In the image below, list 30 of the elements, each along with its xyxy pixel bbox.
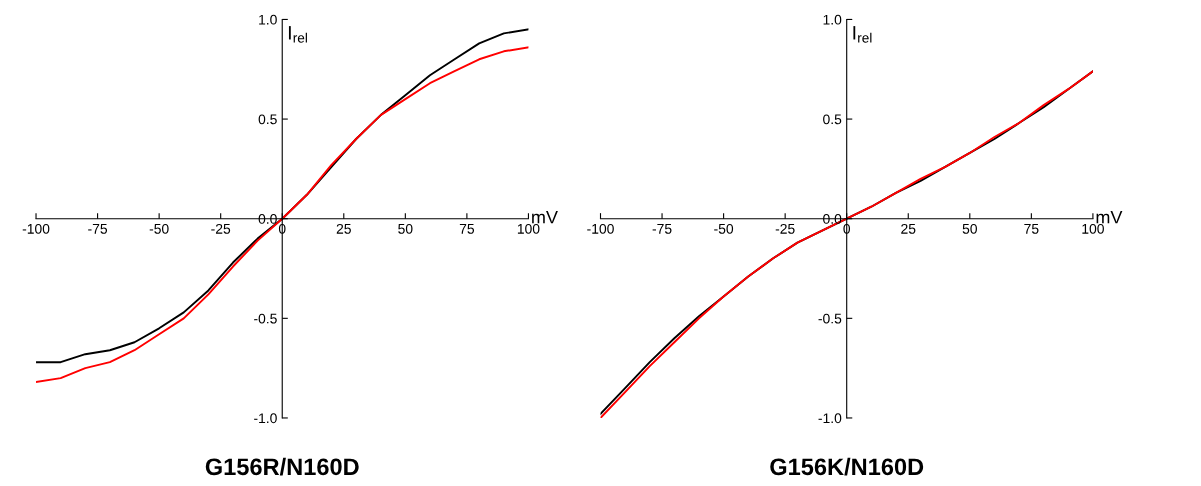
x-tick-label: -100 (587, 223, 614, 234)
y-tick-label: -1.0 (818, 413, 842, 424)
x-tick-label: 75 (459, 224, 475, 234)
x-tick-label: -100 (22, 223, 50, 234)
x-tick-label: -50 (149, 223, 169, 234)
y-axis-title: I$_{rel}$ (288, 26, 307, 43)
x-tick-label: -25 (775, 223, 795, 234)
x-tick-label: 75 (1024, 224, 1039, 234)
y-axis-title: I$_{rel}$ (853, 26, 872, 43)
x-tick-label: 50 (962, 223, 977, 234)
x-tick-label: 25 (336, 223, 351, 234)
y-tick-label: 0.5 (258, 114, 277, 125)
x-tick-label: -25 (211, 223, 231, 234)
y-tick-label: -1.0 (254, 413, 277, 424)
text: G156K/N160D (770, 457, 924, 476)
text: G156R/N160D (205, 457, 359, 476)
y-tick-label: -0.5 (818, 313, 842, 324)
x-tick-label: 100 (1082, 223, 1104, 234)
y-tick-label: 1.0 (259, 14, 277, 25)
x-tick-label: 25 (901, 223, 916, 234)
x-tick-label: -75 (652, 224, 672, 234)
x-axis-title: mV (1096, 210, 1123, 224)
y-tick-label: 0.5 (823, 114, 842, 125)
x-tick-label: -75 (88, 224, 108, 234)
y-tick-label: 1.0 (823, 14, 842, 25)
x-tick-label: 100 (517, 223, 540, 234)
x-tick-label: 50 (398, 223, 413, 234)
x-axis-title: mV (532, 210, 558, 224)
y-tick-label: -0.5 (254, 313, 277, 324)
x-tick-label: -50 (714, 223, 734, 234)
